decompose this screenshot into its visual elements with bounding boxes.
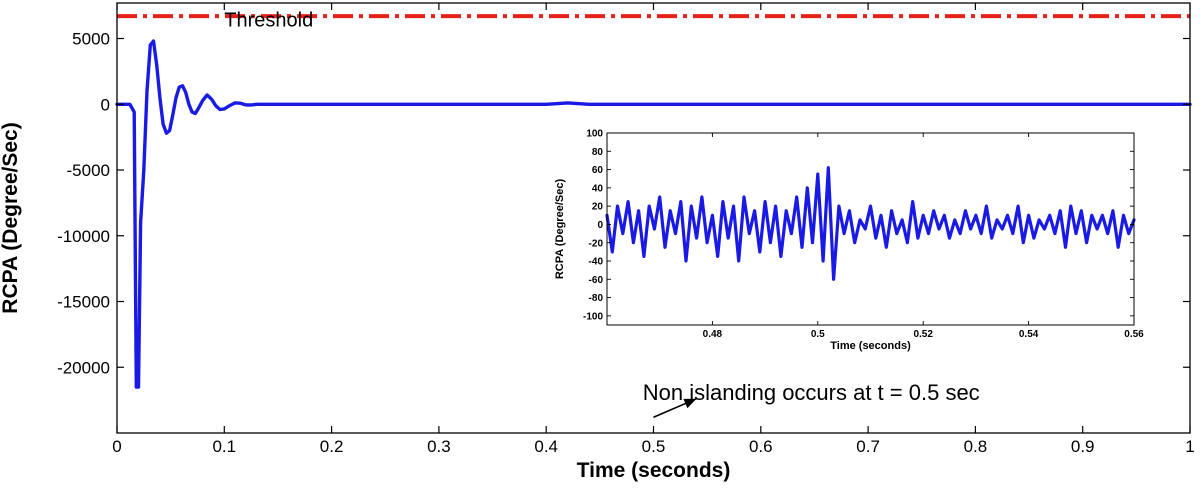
inset-y-tick-label: -60 — [589, 275, 604, 286]
non-islanding-annotation: Non islanding occurs at t = 0.5 sec — [643, 380, 980, 405]
y-tick-label: 0 — [101, 95, 110, 114]
inset-x-tick-label: 0.52 — [913, 329, 933, 340]
inset-y-axis-label: RCPA (Degree/Sec) — [554, 179, 566, 280]
inset-y-tick-label: 100 — [586, 129, 603, 140]
y-tick-label: -20000 — [57, 358, 110, 377]
threshold-label: Threshold — [224, 10, 313, 32]
inset-y-tick-label: -80 — [589, 293, 604, 304]
y-tick-label: -10000 — [57, 227, 110, 246]
x-tick-label: 0.3 — [427, 437, 451, 456]
inset-x-tick-label: 0.48 — [703, 329, 723, 340]
inset-y-tick-label: 20 — [592, 202, 604, 213]
inset-y-tick-label: -100 — [583, 311, 603, 322]
x-tick-label: 0.7 — [856, 437, 880, 456]
inset-x-tick-label: 0.56 — [1124, 329, 1144, 340]
inset-x-tick-label: 0.54 — [1019, 329, 1039, 340]
inset-y-tick-label: 0 — [597, 220, 603, 231]
inset-x-axis-label: Time (seconds) — [830, 340, 911, 352]
annotation-arrow-head — [683, 398, 697, 409]
inset-y-tick-label: -40 — [589, 257, 604, 268]
y-tick-label: 5000 — [72, 30, 110, 49]
inset-y-tick-label: -20 — [589, 238, 604, 249]
x-tick-label: 0.8 — [964, 437, 988, 456]
x-tick-label: 0.5 — [642, 437, 666, 456]
series-line-1 — [115, 39, 1192, 389]
x-tick-label: 0.4 — [534, 437, 558, 456]
y-axis-label: RCPA (Degree/Sec) — [0, 122, 22, 313]
inset-y-tick-label: 80 — [592, 147, 604, 158]
x-tick-label: 1 — [1185, 437, 1194, 456]
y-tick-label: -15000 — [57, 293, 110, 312]
inset-y-tick-label: 60 — [592, 165, 604, 176]
inset-plot-frame — [606, 132, 1135, 326]
x-tick-label: 0.2 — [320, 437, 344, 456]
inset-series-line-0 — [605, 166, 1136, 281]
x-tick-label: 0.6 — [749, 437, 773, 456]
x-tick-label: 0.1 — [212, 437, 236, 456]
x-axis-label: Time (seconds) — [577, 459, 731, 482]
inset-x-tick-label: 0.5 — [811, 329, 825, 340]
x-tick-label: 0 — [112, 437, 121, 456]
y-tick-label: -5000 — [67, 161, 110, 180]
x-tick-label: 0.9 — [1071, 437, 1095, 456]
inset-y-tick-label: 40 — [592, 183, 604, 194]
